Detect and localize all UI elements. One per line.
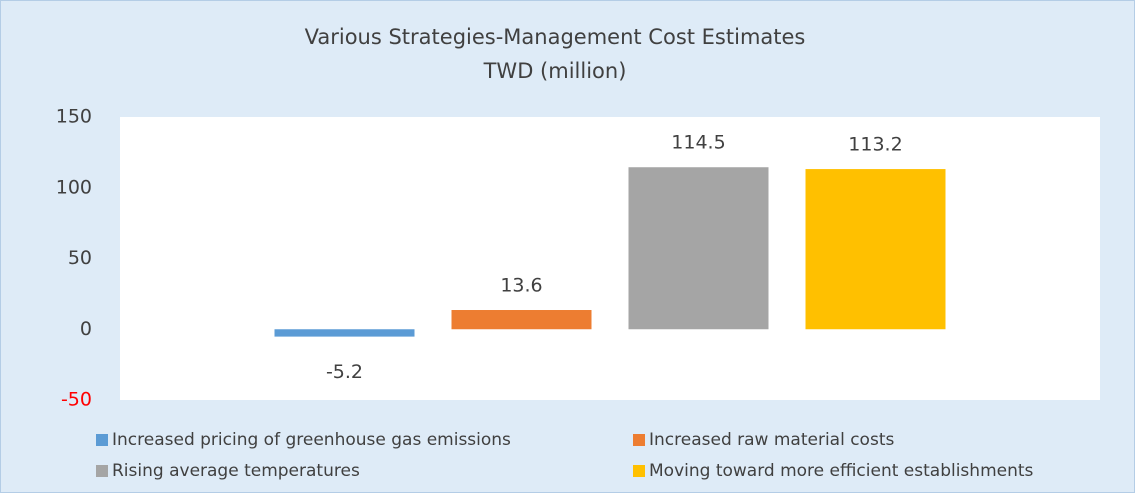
legend-text: Increased raw material costs: [649, 430, 894, 450]
value-label: 113.2: [848, 134, 902, 156]
plot-area: [120, 117, 1100, 400]
legend-text: Increased pricing of greenhouse gas emis…: [112, 430, 511, 450]
value-label: -5.2: [326, 361, 363, 383]
chart-title: Various Strategies-Management Cost Estim…: [305, 25, 806, 49]
legend-swatch: [633, 465, 645, 477]
y-tick-label: 0: [80, 318, 92, 340]
legend-swatch: [633, 434, 645, 446]
y-tick-label: 150: [56, 106, 92, 128]
bar: [274, 329, 415, 337]
y-tick-label: -50: [61, 389, 92, 411]
legend-swatch: [96, 434, 108, 446]
y-tick-label: 50: [68, 247, 92, 269]
legend-text: Rising average temperatures: [112, 461, 360, 481]
chart-subtitle: TWD (million): [483, 59, 627, 83]
value-label: 114.5: [671, 132, 725, 154]
y-tick-label: 100: [56, 176, 92, 198]
bar: [451, 310, 592, 330]
value-label: 13.6: [500, 275, 542, 297]
bar: [628, 167, 769, 330]
legend-swatch: [96, 465, 108, 477]
bar: [805, 169, 946, 330]
legend-text: Moving toward more efficient establishme…: [649, 461, 1034, 481]
